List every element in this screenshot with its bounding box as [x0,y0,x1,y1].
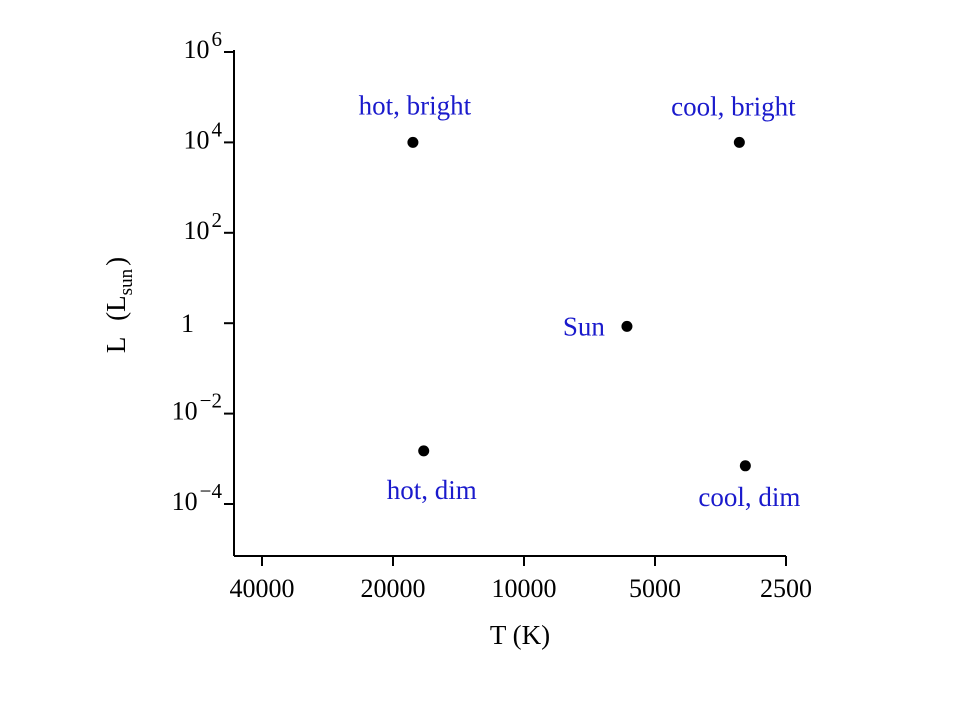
data-point [621,320,633,332]
y-tick-label: 10−2 [172,389,222,426]
x-tick-label: 10000 [492,574,557,603]
svg-text:L (Lsun): L (Lsun) [101,257,137,353]
y-tick-label: 102 [184,208,223,245]
data-point [418,445,430,457]
data-point-label: cool, dim [698,482,800,512]
x-tick-label: 5000 [629,574,681,603]
x-axis-title: T (K) [490,620,550,650]
y-tick-label: 1 [181,309,194,338]
y-axis-title-main: L [101,338,131,354]
y-tick-label: 106 [184,27,223,64]
y-tick-label: 10−4 [172,479,223,516]
y-axis-title: L (Lsun) [101,257,137,353]
axes [233,50,786,557]
data-point-label: Sun [563,311,606,341]
x-ticks: 40000 20000 10000 5000 2500 [230,556,812,603]
data-point-label: hot, bright [359,90,472,120]
x-tick-label: 20000 [361,574,426,603]
data-points: hot, bright cool, bright Sun hot, dim cool, … [359,90,801,511]
data-point-label: cool, bright [671,91,796,121]
y-axis-title-symbol: L [101,295,131,312]
x-tick-label: 40000 [230,574,295,603]
x-tick-label: 2500 [760,574,812,603]
data-point-label: hot, dim [387,475,477,505]
y-ticks: 106 104 102 1 10−2 10−4 [172,27,234,516]
y-tick-label: 104 [184,117,223,154]
y-axis-title-subscript: sun [116,268,137,295]
data-point [739,460,751,472]
data-point [407,136,419,148]
data-point [733,136,745,148]
